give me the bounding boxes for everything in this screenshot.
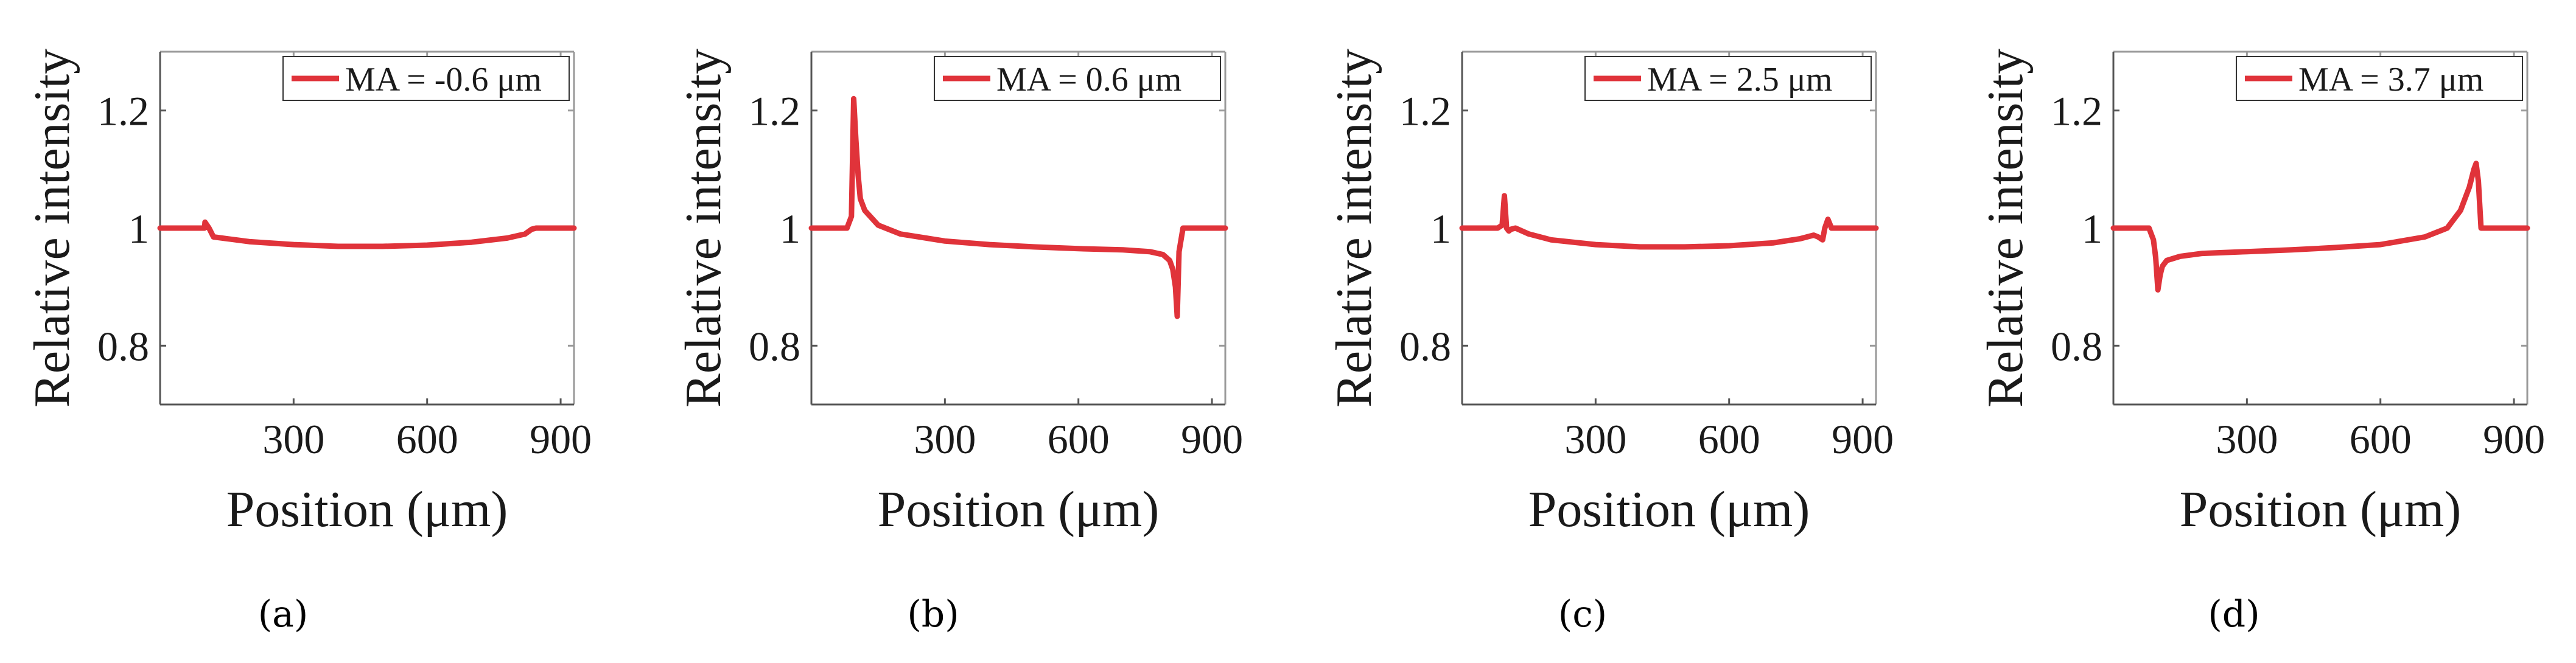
chart-panel-c: 0.8 1 1.2 300 600 900 Position (μm) Relative in…	[1326, 49, 1894, 538]
x-axis-title: Position (μm)	[878, 481, 1160, 538]
panel-label-a: (a)	[257, 593, 309, 636]
legend-label: MA = 3.7 μm	[2298, 61, 2483, 99]
series-line	[1459, 193, 1879, 250]
panel-label-b: (b)	[907, 593, 959, 636]
x-tick-label: 600	[1048, 416, 1110, 462]
y-axis-title: Relative intensity	[1326, 49, 1382, 408]
y-axis-title: Relative intensity	[24, 49, 80, 408]
y-tick-label: 0.8	[749, 323, 800, 369]
y-axis-title: Relative intensity	[675, 49, 732, 408]
y-tick-label: 1.2	[1399, 88, 1451, 134]
y-tick-label: 1	[2082, 206, 2102, 252]
legend-label: MA = 2.5 μm	[1647, 61, 1832, 99]
y-tick-label: 0.8	[1399, 323, 1451, 369]
x-tick-label: 300	[914, 416, 976, 462]
y-tick-label: 1.2	[749, 88, 800, 134]
series-line	[157, 219, 577, 249]
x-tick-label: 300	[262, 416, 324, 462]
series-line	[808, 95, 1228, 319]
y-tick-label: 1.2	[2051, 88, 2102, 134]
panel-label-d: (d)	[2208, 593, 2260, 636]
x-axis-title: Position (μm)	[226, 481, 508, 538]
y-tick-label: 0.8	[97, 323, 149, 369]
y-tick-label: 1	[1430, 206, 1451, 252]
legend-label: MA = 0.6 μm	[996, 61, 1181, 99]
legend-label: MA = -0.6 μm	[345, 61, 542, 99]
series-line	[2110, 161, 2530, 293]
x-tick-label: 600	[396, 416, 458, 462]
x-axis-title: Position (μm)	[1528, 481, 1810, 538]
legend-box	[2236, 56, 2523, 101]
x-tick-label: 600	[1698, 416, 1760, 462]
y-tick-label: 0.8	[2051, 323, 2102, 369]
chart-panel-a: 0.8 1 1.2 300 600 900 Position (μm) Relative in…	[24, 49, 592, 538]
legend: MA = 3.7 μm	[2236, 56, 2523, 101]
legend: MA = -0.6 μm	[282, 56, 570, 101]
x-tick-label: 300	[1564, 416, 1626, 462]
legend: MA = 2.5 μm	[1584, 56, 1872, 101]
x-tick-label: 900	[530, 416, 592, 462]
chart-panel-b: 0.8 1 1.2 300 600 900 Position (μm) Relative in…	[675, 49, 1243, 538]
chart-panel-d: 0.8 1 1.2 300 600 900 Position (μm) Relative in…	[1977, 49, 2545, 538]
y-tick-label: 1.2	[97, 88, 149, 134]
y-axis-title: Relative intensity	[1977, 49, 2034, 408]
y-tick-label: 1	[128, 206, 149, 252]
x-tick-label: 300	[2216, 416, 2278, 462]
y-tick-label: 1	[780, 206, 800, 252]
x-tick-label: 600	[2350, 416, 2412, 462]
panel-label-c: (c)	[1558, 593, 1608, 636]
x-tick-label: 900	[1832, 416, 1894, 462]
x-axis-title: Position (μm)	[2180, 481, 2462, 538]
legend: MA = 0.6 μm	[934, 56, 1221, 101]
x-tick-label: 900	[1181, 416, 1243, 462]
x-tick-label: 900	[2483, 416, 2545, 462]
